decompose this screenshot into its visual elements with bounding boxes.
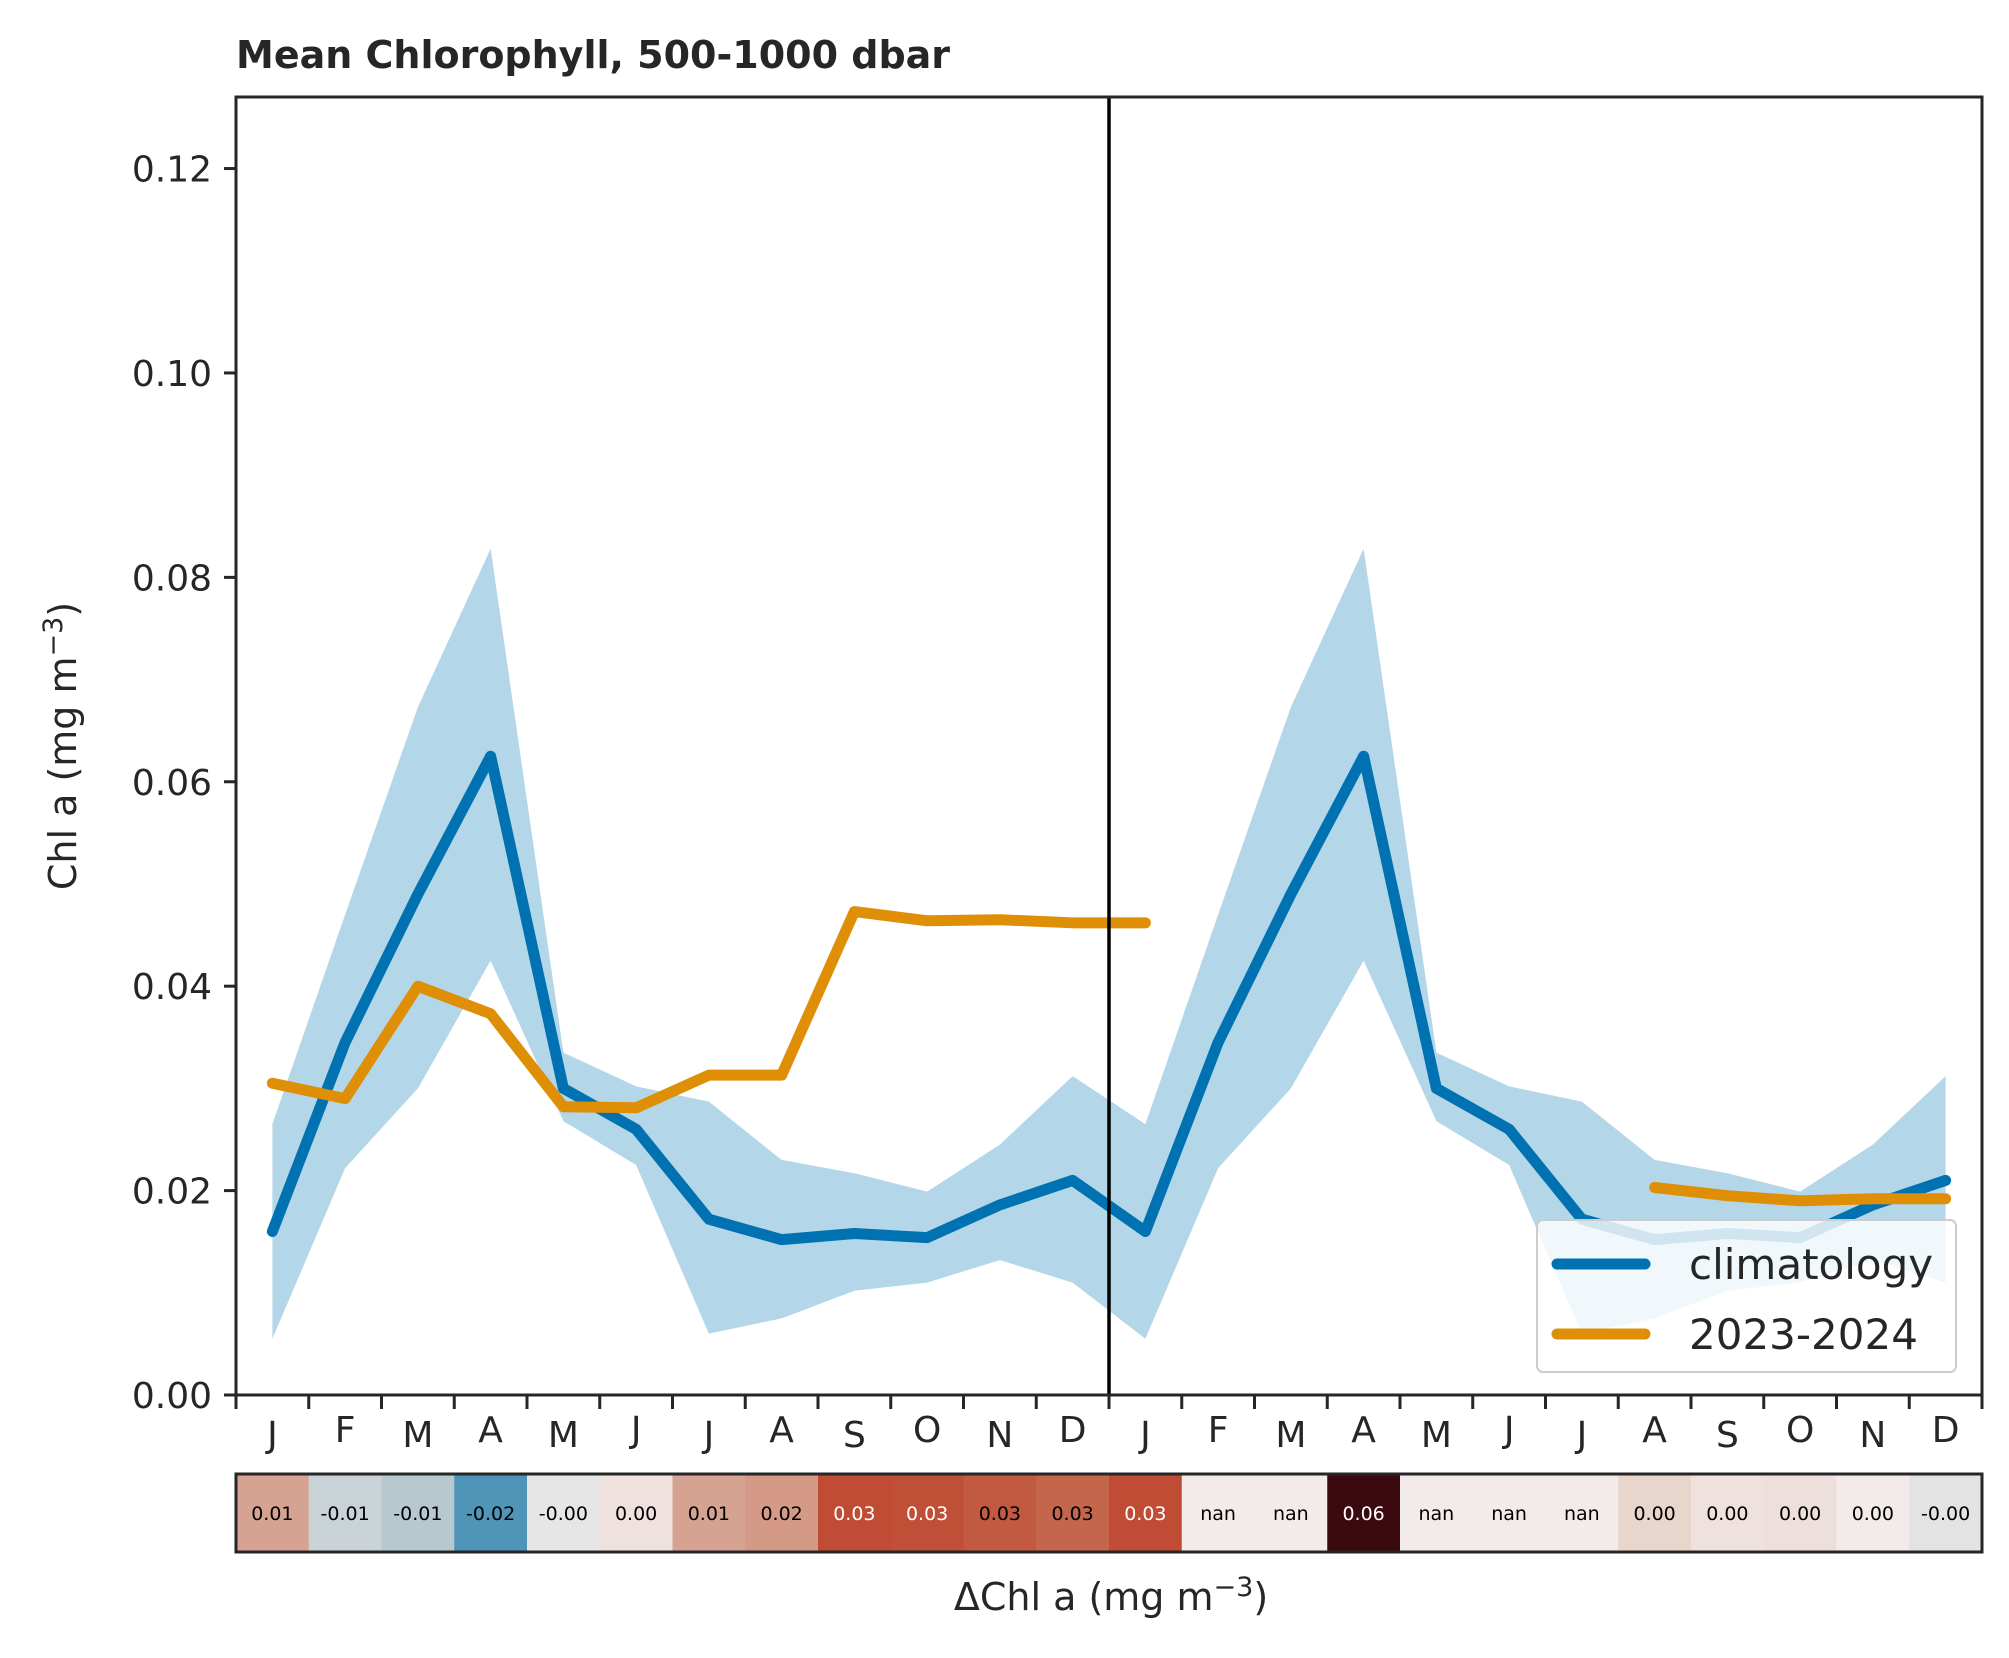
- delta-cell: [1836, 1474, 1910, 1552]
- plot-area: 0.00 0.02 0.04 0.06 0.08 0.10 0.12 J F M A M J J A S O N D…: [132, 95, 1984, 1456]
- delta-cell: [1181, 1474, 1256, 1552]
- month-label: J: [1502, 1410, 1515, 1451]
- delta-cell-label: -0.01: [321, 1503, 370, 1525]
- month-label: N: [1859, 1415, 1886, 1456]
- delta-cell: [1400, 1474, 1474, 1552]
- delta-cell-label: 0.03: [906, 1503, 948, 1525]
- delta-cell-label: 0.01: [688, 1503, 730, 1525]
- chart-title: Mean Chlorophyll, 500-1000 dbar: [236, 33, 950, 77]
- delta-cell-label: 0.03: [1051, 1503, 1093, 1525]
- month-label: O: [1786, 1410, 1814, 1451]
- delta-cell: [818, 1474, 892, 1552]
- series-line-observed-0: [266, 906, 1151, 1114]
- month-label: N: [986, 1415, 1013, 1456]
- month-label: S: [1716, 1415, 1739, 1456]
- delta-cell-label: 0.00: [1633, 1503, 1675, 1525]
- delta-cell-label: -0.02: [466, 1503, 515, 1525]
- month-label: D: [1059, 1410, 1087, 1451]
- legend-label-climatology: climatology: [1689, 1240, 1933, 1289]
- month-label: J: [1575, 1415, 1588, 1456]
- delta-cell: [527, 1474, 601, 1552]
- y-tick-label: 0.08: [132, 558, 212, 599]
- y-tick-label: 0.04: [132, 967, 212, 1008]
- delta-cell: [672, 1474, 746, 1552]
- delta-cell: [308, 1474, 383, 1552]
- delta-cell: [1327, 1474, 1401, 1552]
- month-label: O: [913, 1410, 941, 1451]
- delta-axis-label-main: ΔChl a (mg m: [954, 1575, 1214, 1619]
- delta-cell: [236, 1474, 310, 1552]
- delta-cell-label: 0.06: [1342, 1503, 1384, 1525]
- month-label: J: [629, 1410, 642, 1451]
- delta-cell-label: 0.00: [1706, 1503, 1748, 1525]
- delta-cell: [1691, 1474, 1765, 1552]
- month-label: S: [843, 1415, 866, 1456]
- delta-cell: [599, 1474, 674, 1552]
- y-tick-label: 0.06: [132, 763, 212, 804]
- legend: climatology 2023-2024: [1536, 1219, 1957, 1373]
- delta-cell-label: -0.01: [393, 1503, 442, 1525]
- delta-cell-label: nan: [1200, 1503, 1236, 1525]
- month-label: A: [478, 1410, 503, 1451]
- delta-cell-label: nan: [1419, 1503, 1455, 1525]
- y-tick-label: 0.02: [132, 1172, 212, 1213]
- y-tick-label: 0.12: [132, 150, 212, 191]
- delta-cell: [454, 1474, 528, 1552]
- delta-cell: [1472, 1474, 1547, 1552]
- delta-cell: [745, 1474, 819, 1552]
- delta-cell: [381, 1474, 455, 1552]
- month-label: D: [1932, 1410, 1960, 1451]
- delta-cell-label: 0.00: [1852, 1503, 1894, 1525]
- delta-axis-label-end: ): [1253, 1575, 1268, 1619]
- month-label: J: [702, 1415, 715, 1456]
- delta-cell-label: nan: [1491, 1503, 1527, 1525]
- climatology-range-band: [272, 548, 1946, 1339]
- y-axis-label-main: Chl a (mg m: [41, 656, 85, 890]
- month-label: A: [1351, 1410, 1376, 1451]
- delta-cell: [1763, 1474, 1838, 1552]
- delta-cell-label: nan: [1564, 1503, 1600, 1525]
- y-tick-label: 0.10: [132, 354, 212, 395]
- y-axis-label-sup: −3: [38, 617, 69, 657]
- delta-cell-label: 0.03: [1124, 1503, 1166, 1525]
- month-label: A: [1642, 1410, 1667, 1451]
- month-label: J: [1138, 1415, 1151, 1456]
- delta-cell: [1036, 1474, 1110, 1552]
- delta-cell-label: 0.00: [615, 1503, 657, 1525]
- delta-cell: [890, 1474, 965, 1552]
- delta-strip: 0.01 -0.01 -0.01 -0.02 -0.00 0.00 0.01 0.02 0.03…: [234, 1472, 1984, 1554]
- y-axis-label-end: ): [41, 602, 85, 617]
- delta-axis-label: ΔChl a (mg m−3): [954, 1572, 1268, 1619]
- delta-cell-label: -0.00: [539, 1503, 588, 1525]
- delta-cell-label: 0.03: [979, 1503, 1021, 1525]
- delta-cell: [1618, 1474, 1692, 1552]
- y-axis-label: Chl a (mg m−3): [38, 602, 85, 890]
- series-line-observed-1: [1649, 1182, 1952, 1207]
- delta-cell-label: 0.03: [833, 1503, 875, 1525]
- delta-cell: [1545, 1474, 1619, 1552]
- delta-cell-label: 0.00: [1779, 1503, 1821, 1525]
- delta-cell-label: 0.02: [760, 1503, 802, 1525]
- month-label: M: [1275, 1415, 1306, 1456]
- delta-cell-label: nan: [1273, 1503, 1309, 1525]
- month-label: M: [402, 1415, 433, 1456]
- month-label: A: [769, 1410, 794, 1451]
- delta-axis-label-sup: −3: [1214, 1572, 1254, 1603]
- month-label: M: [1421, 1415, 1452, 1456]
- delta-cell: [963, 1474, 1037, 1552]
- delta-strip-frame: [234, 1472, 1984, 1554]
- delta-cell-label: 0.01: [251, 1503, 293, 1525]
- month-label: M: [548, 1415, 579, 1456]
- legend-label-observed: 2023-2024: [1689, 1310, 1918, 1359]
- delta-cell: [1109, 1474, 1183, 1552]
- month-label: F: [335, 1410, 356, 1451]
- delta-cell-label: -0.00: [1921, 1503, 1970, 1525]
- delta-cell: [1909, 1474, 1983, 1552]
- month-label: F: [1208, 1410, 1229, 1451]
- y-tick-label: 0.00: [132, 1376, 212, 1417]
- month-label: J: [265, 1415, 278, 1456]
- delta-cell: [1254, 1474, 1328, 1552]
